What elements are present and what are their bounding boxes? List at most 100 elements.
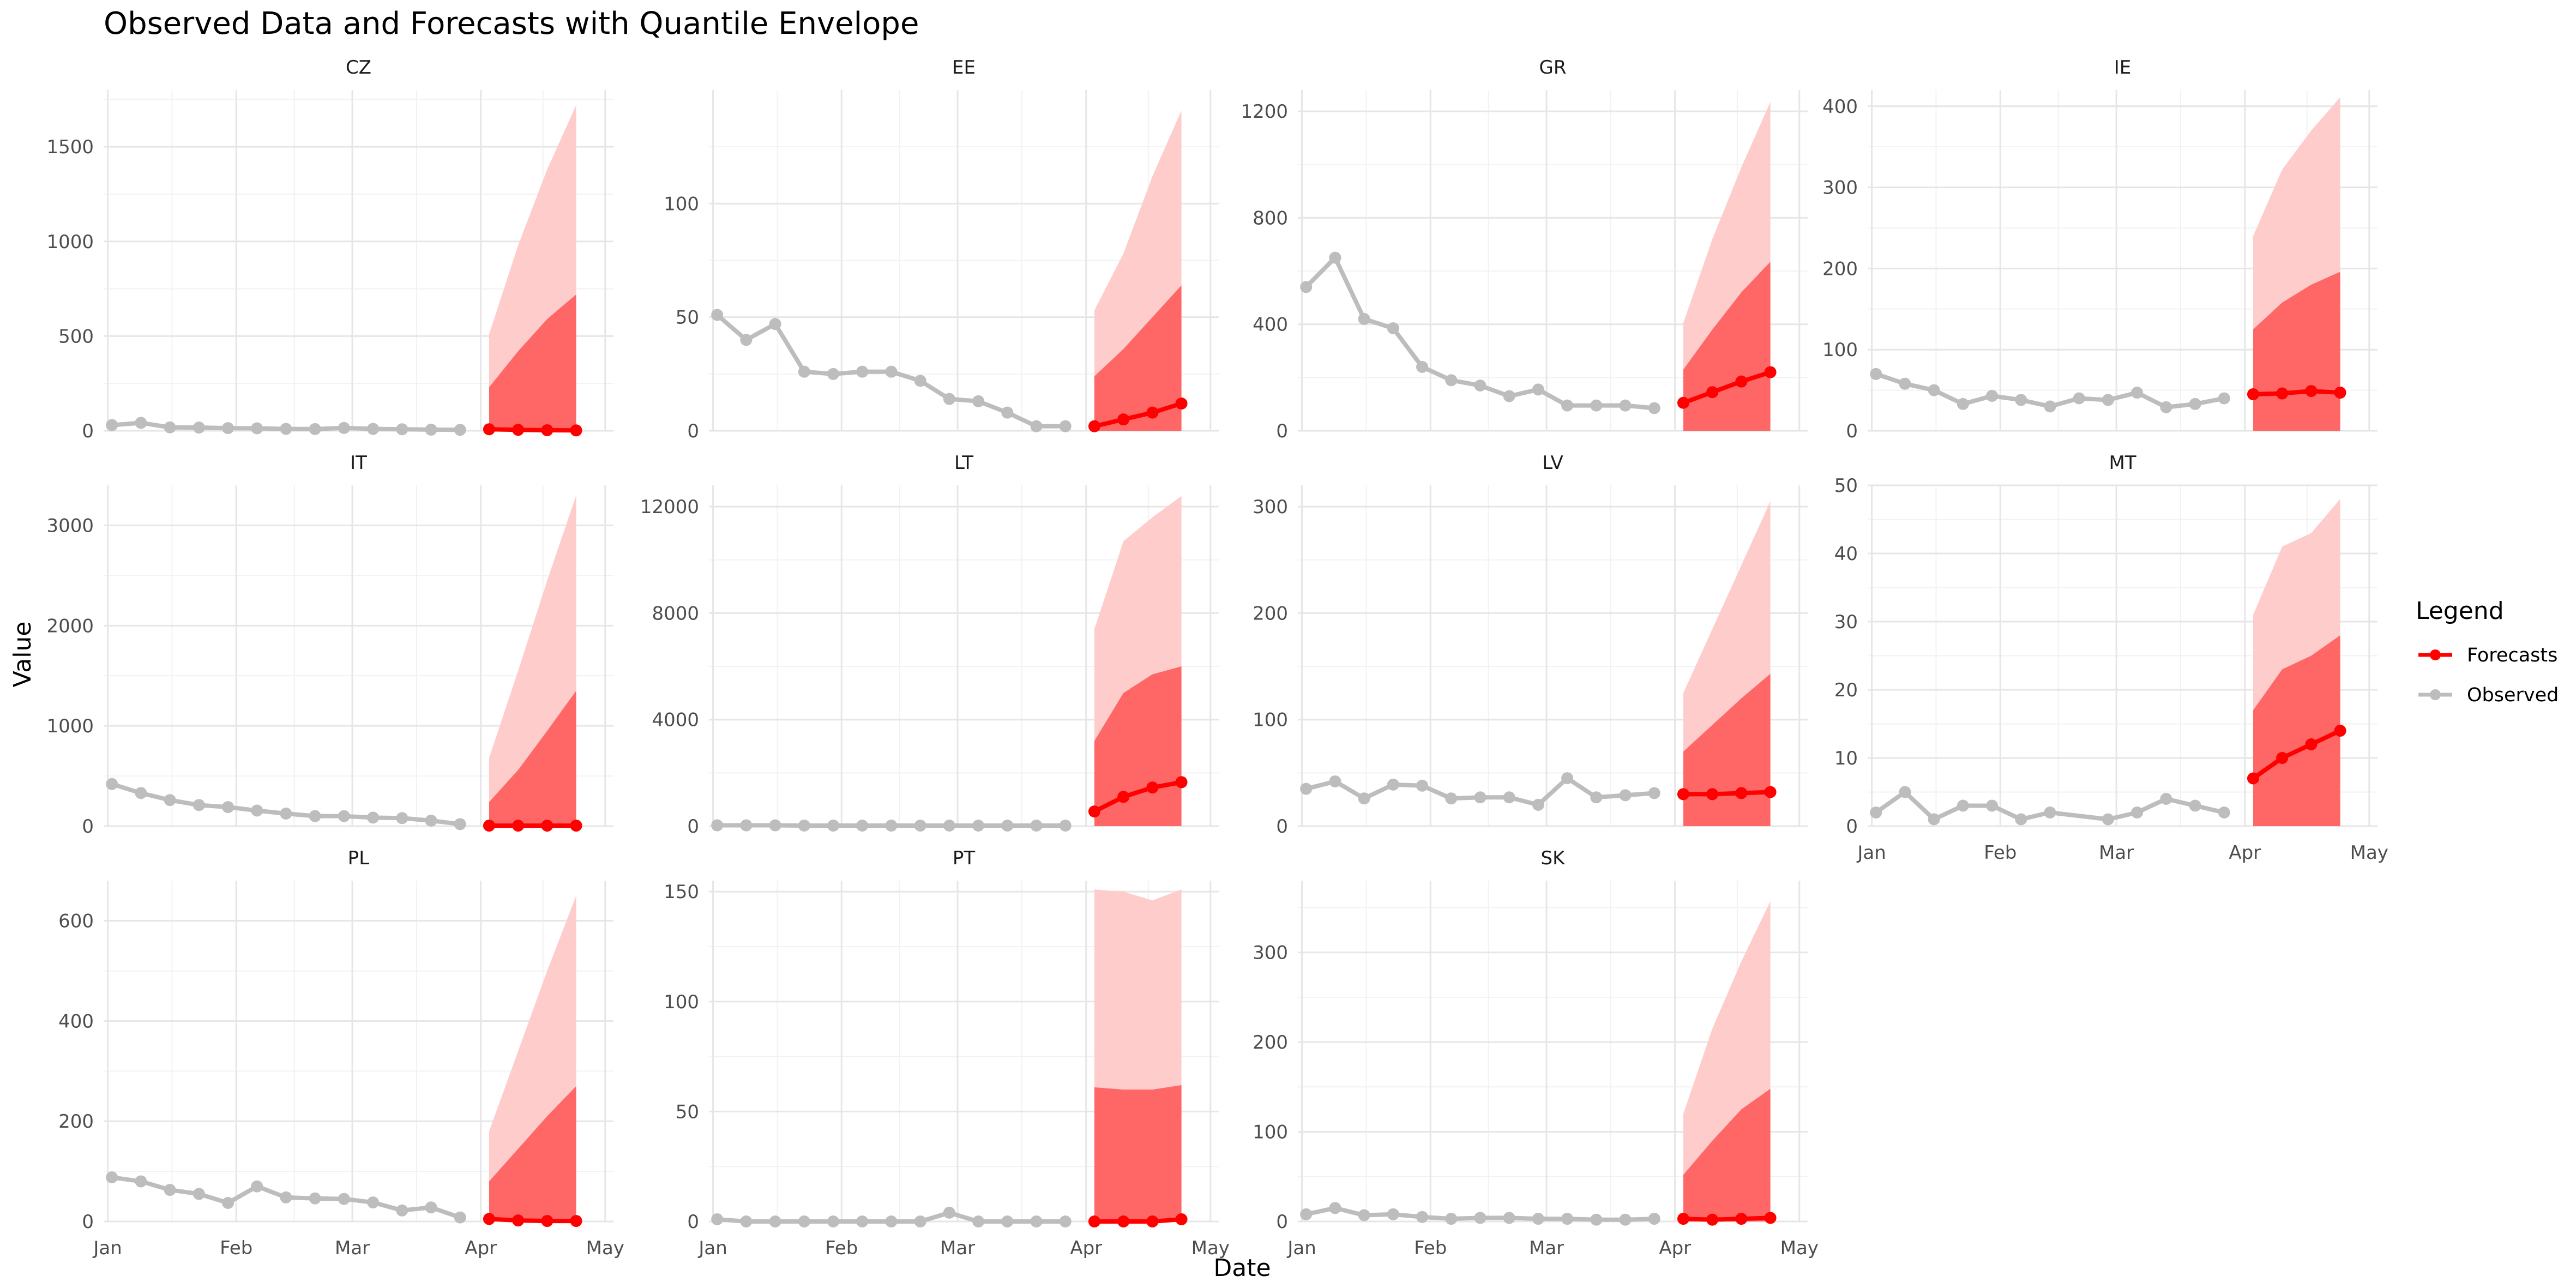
observed-point — [1928, 813, 1940, 826]
panel-ee: EE 0 50 100 — [664, 57, 1219, 442]
observed-point — [135, 787, 147, 799]
observed-point — [2044, 400, 2056, 413]
forecast-point — [1706, 788, 1719, 801]
observed-point — [2189, 398, 2201, 410]
panel-title-ie: IE — [2114, 57, 2132, 79]
observed-point — [2015, 813, 2027, 826]
forecast-line — [1683, 790, 1771, 797]
observed-point — [1648, 1213, 1660, 1225]
observed-point — [740, 819, 753, 832]
observed-point — [1059, 1215, 1072, 1227]
observed-point — [135, 417, 147, 429]
observed-point — [943, 820, 955, 832]
observed-point — [1619, 399, 1632, 412]
legend-label-forecasts: Forecasts — [2467, 645, 2557, 666]
observed-point — [769, 1215, 781, 1227]
quantile-band-inner — [1094, 1085, 1182, 1221]
x-tick-label: Feb — [1414, 1237, 1447, 1259]
forecast-point — [512, 424, 525, 436]
y-tick-label: 4000 — [652, 709, 699, 731]
observed-point — [1358, 792, 1370, 805]
forecast-point — [2276, 752, 2289, 764]
observed-point — [1300, 281, 1313, 293]
y-tick-label: 800 — [1253, 207, 1288, 229]
observed-point — [280, 1191, 292, 1203]
observed-point — [280, 808, 292, 820]
observed-point — [1503, 390, 1515, 402]
observed-point — [798, 1215, 810, 1227]
y-tick-label: 0 — [82, 1211, 94, 1233]
forecast-point — [1117, 413, 1130, 426]
observed-point — [396, 423, 408, 436]
observed-point — [2218, 806, 2230, 818]
observed-point — [1300, 1208, 1313, 1220]
y-tick-label: 300 — [1822, 177, 1858, 199]
observed-point — [1899, 377, 1911, 390]
observed-point — [1648, 787, 1660, 799]
observed-point — [192, 799, 205, 811]
observed-point — [2218, 392, 2230, 405]
observed-point — [1986, 799, 1999, 812]
observed-point — [2131, 387, 2144, 399]
observed-point — [251, 1180, 263, 1193]
observed-point — [1030, 1215, 1043, 1227]
forecast-point — [1764, 786, 1777, 798]
x-tick-label: Jan — [697, 1237, 727, 1259]
panel-title-it: IT — [350, 452, 367, 474]
x-tick-label: Feb — [825, 1237, 858, 1259]
observed-point — [1445, 374, 1458, 387]
observed-point — [1561, 399, 1574, 412]
observed-point — [222, 422, 234, 435]
x-tick-label: Jan — [1856, 842, 1886, 864]
x-tick-label: Mar — [1529, 1237, 1564, 1259]
legend-marker-observed — [2430, 689, 2441, 700]
observed-point — [972, 1215, 985, 1227]
observed-point — [106, 419, 118, 431]
x-tick-label: Apr — [1659, 1237, 1691, 1259]
panel-ie: IE 0 100 200 300 400 — [1822, 57, 2378, 442]
observed-point — [885, 365, 898, 378]
y-tick-label: 300 — [1253, 942, 1288, 964]
forecast-point — [1088, 1215, 1100, 1227]
observed-point — [711, 1213, 724, 1225]
forecast-line — [489, 427, 576, 433]
forecast-point — [1117, 791, 1130, 803]
y-tick-label: 0 — [1276, 420, 1288, 442]
forecast-point — [1706, 386, 1719, 399]
x-tick-label: May — [586, 1237, 624, 1259]
observed-point — [1532, 1213, 1544, 1225]
quantile-band-inner — [489, 294, 576, 431]
observed-point — [1329, 775, 1341, 787]
forecast-point — [2305, 385, 2318, 398]
observed-point — [1899, 786, 1911, 798]
y-tick-label: 0 — [687, 420, 699, 442]
x-tick-label: Mar — [2099, 842, 2134, 864]
observed-point — [914, 1215, 926, 1227]
observed-point — [2160, 401, 2172, 413]
forecast-point — [1706, 1213, 1719, 1226]
forecast-point — [483, 1213, 495, 1225]
x-tick-label: Feb — [220, 1237, 252, 1259]
y-tick-label: 400 — [1253, 314, 1288, 336]
y-tick-label: 1200 — [1241, 101, 1288, 123]
observed-point — [827, 820, 840, 832]
observed-point — [1648, 402, 1660, 414]
observed-point — [1474, 791, 1486, 804]
panel-title-cz: CZ — [346, 57, 371, 79]
observed-point — [1590, 399, 1603, 412]
observed-point — [711, 819, 724, 832]
observed-point — [856, 1215, 869, 1227]
observed-point — [1059, 420, 1072, 432]
forecast-point — [2247, 388, 2259, 401]
x-tick-label: Jan — [92, 1237, 122, 1259]
observed-point — [740, 1215, 753, 1227]
observed-point — [1561, 1213, 1574, 1225]
observed-point — [1445, 792, 1458, 805]
forecast-point — [570, 1215, 582, 1227]
forecast-point — [541, 1215, 553, 1227]
observed-point — [425, 814, 437, 827]
y-tick-label: 0 — [1276, 1211, 1288, 1233]
observed-point — [338, 422, 350, 434]
legend-item-forecasts: Forecasts — [2418, 645, 2557, 666]
legend-title: Legend — [2416, 597, 2504, 625]
